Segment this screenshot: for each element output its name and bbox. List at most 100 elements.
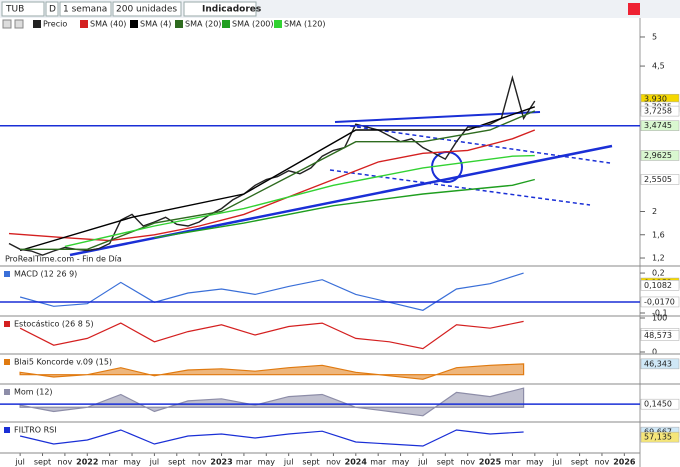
y-tick-label: 5 <box>652 32 657 41</box>
series-line <box>19 320 524 350</box>
panel-title: MACD (12 26 9) <box>14 270 77 279</box>
legend-swatch <box>130 20 138 28</box>
level-label: 3,930 <box>644 95 667 104</box>
x-tick-label: sept <box>34 458 51 467</box>
level-box <box>640 398 680 410</box>
legend-label: SMA (120) <box>284 20 326 29</box>
x-tick-label: sept <box>302 458 319 467</box>
x-tick-label: nov <box>326 458 341 467</box>
legend-icon <box>14 19 24 29</box>
x-tick-label: sept <box>571 458 588 467</box>
legend-swatch <box>175 20 183 28</box>
period-box[interactable] <box>59 1 112 17</box>
legend-swatch <box>33 20 41 28</box>
series-line <box>154 178 535 239</box>
x-tick-label: 2023 <box>210 458 232 467</box>
series-line <box>20 110 536 250</box>
app-icon[interactable] <box>628 3 640 15</box>
trendline <box>329 169 591 206</box>
watermark: ProRealTime.com - Fin de Día <box>5 255 122 264</box>
trendline <box>349 125 611 164</box>
x-tick-label: mar <box>370 458 387 467</box>
series-line <box>64 154 535 248</box>
x-tick-label: jul <box>283 458 294 467</box>
area <box>19 387 525 417</box>
trendline <box>334 111 541 123</box>
level-label: 46,343 <box>644 359 672 368</box>
legend-label: Precio <box>43 20 67 29</box>
legend-label: SMA (200) <box>232 20 274 29</box>
x-tick-label: 2025 <box>479 458 502 467</box>
level-box <box>640 358 680 370</box>
legend-label: SMA (4) <box>140 20 171 29</box>
indicators: Indicadores <box>202 5 261 15</box>
symbol-box[interactable] <box>1 1 45 17</box>
x-tick-label: sept <box>437 458 454 467</box>
x-tick-label: 2022 <box>76 458 98 467</box>
units-box[interactable] <box>112 1 182 17</box>
x-tick-label: mar <box>236 458 253 467</box>
level-label: 0,1450 <box>644 400 672 409</box>
level-box <box>640 431 680 443</box>
level-box <box>640 280 680 291</box>
panel-icon <box>4 271 10 277</box>
level-box <box>640 296 680 308</box>
x-tick-label: 2024 <box>345 458 368 467</box>
y-tick-label: 1,2 <box>652 254 665 263</box>
legend-swatch <box>274 20 282 28</box>
level-label: 2,5505 <box>644 175 672 184</box>
indicators-box[interactable] <box>183 1 257 17</box>
x-tick-label: nov <box>192 458 207 467</box>
x-tick-label: may <box>123 458 141 467</box>
panel-icon <box>4 359 10 365</box>
x-tick-label: jul <box>417 458 428 467</box>
level-box <box>640 174 680 185</box>
series-line <box>8 75 536 256</box>
panel-icon <box>4 389 10 395</box>
panel-title: Estocástico (26 8 5) <box>14 320 94 329</box>
x-tick-label: may <box>526 458 544 467</box>
level-label: 3,4745 <box>644 121 672 130</box>
level-label: -0,0170 <box>644 297 675 306</box>
panel-title: Blai5 Koncorde v.09 (15) <box>14 358 112 367</box>
x-tick-label: 2026 <box>613 458 636 467</box>
period: 1 semana <box>63 5 107 15</box>
x-tick-label: sept <box>168 458 185 467</box>
y-tick-label: 1,6 <box>652 230 665 239</box>
x-tick-label: mar <box>102 458 119 467</box>
x-tick-label: mar <box>504 458 521 467</box>
symbol: TUB <box>5 5 24 15</box>
y-tick-label: 0,2 <box>652 269 665 278</box>
y-tick-label: 0 <box>652 348 657 357</box>
legend-icon <box>2 19 12 29</box>
panel-icon <box>4 321 10 327</box>
x-tick-label: nov <box>460 458 475 467</box>
y-tick-label: 4,5 <box>652 62 665 71</box>
mode-box[interactable] <box>45 1 59 17</box>
x-tick-label: nov <box>595 458 610 467</box>
x-tick-label: jul <box>551 458 562 467</box>
panel-icon <box>4 427 10 433</box>
x-tick-label: may <box>392 458 410 467</box>
level-label: 0,1082 <box>644 281 672 290</box>
level-label: 2,9625 <box>644 151 672 160</box>
mode: D <box>49 5 56 15</box>
x-tick-label: jul <box>14 458 25 467</box>
series-line <box>19 429 524 447</box>
trendline <box>69 144 613 257</box>
level-box <box>640 330 680 341</box>
x-tick-label: jul <box>149 458 160 467</box>
x-tick-label: may <box>258 458 276 467</box>
series-line <box>19 272 524 311</box>
area <box>19 363 525 380</box>
x-tick-label: nov <box>58 458 73 467</box>
legend-label: SMA (20) <box>185 20 221 29</box>
level-label: 57,135 <box>644 433 672 442</box>
legend-swatch <box>80 20 88 28</box>
level-box <box>640 120 680 131</box>
panel-title: FILTRO RSI <box>14 426 57 435</box>
level-label: 3,7258 <box>644 107 672 116</box>
panel-title: Mom (12) <box>14 388 53 397</box>
legend-swatch <box>222 20 230 28</box>
